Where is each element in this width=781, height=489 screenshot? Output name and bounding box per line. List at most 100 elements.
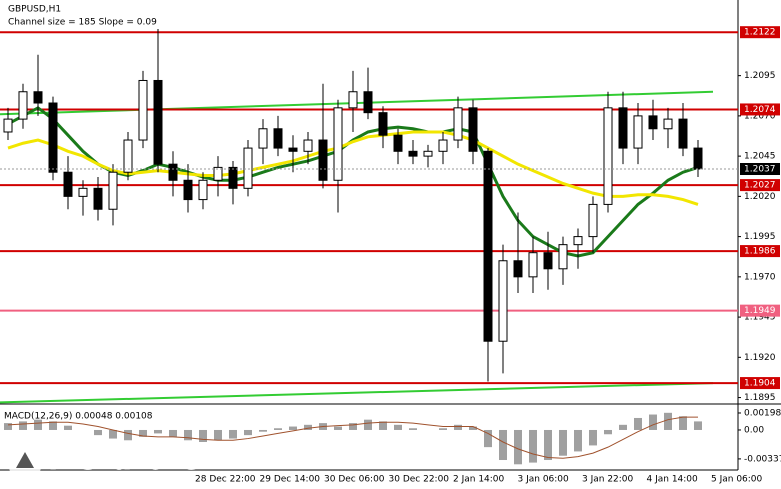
macd-bar [439, 428, 447, 430]
macd-bar [124, 429, 132, 441]
macd-bar [619, 424, 627, 430]
macd-bar [394, 424, 402, 430]
macd-bar [259, 429, 267, 432]
level-label-box [740, 179, 780, 192]
macd-bar [484, 429, 492, 448]
y-tick-label: 1.1895 [744, 393, 776, 403]
candle-body [423, 150, 433, 157]
level-label-box [740, 103, 780, 116]
macd-bar [214, 429, 222, 441]
candle-body [558, 244, 568, 270]
macd-bar [379, 421, 387, 430]
macd-bar [604, 429, 612, 435]
x-tick-label: 30 Dec 22:00 [389, 475, 450, 485]
chart-subtitle: Channel size = 185 Slope = 0.09 [8, 18, 157, 28]
macd-bar [469, 426, 477, 430]
candle-body [693, 147, 703, 170]
candle-body [63, 171, 73, 197]
plot: 1.2095 1.2070 1.2045 1.2020 1.1995 1.1970 1.19… [0, 26, 781, 485]
y-tick-label: 1.1920 [744, 353, 776, 363]
brand: instaforex [48, 443, 220, 478]
level-label: 1.2027 [744, 181, 776, 191]
candle-body [168, 163, 178, 181]
macd-bar [154, 429, 162, 434]
candle-body [138, 79, 148, 141]
moving-average [7, 130, 699, 206]
macd-bar [589, 429, 597, 446]
macd-bar [274, 428, 282, 430]
level-label-box [740, 245, 780, 258]
macd-bar [64, 425, 72, 430]
x-tick-label: 3 Jan 06:00 [518, 475, 570, 485]
candle-body [678, 118, 688, 149]
candle-body [363, 91, 373, 114]
candle-body [18, 91, 28, 120]
candle-body [588, 203, 598, 238]
macd-bar [289, 426, 297, 430]
candle-body [303, 139, 313, 152]
y-tick-label: 1.2070 [744, 111, 776, 121]
candle-body [33, 91, 43, 104]
candle-body [78, 187, 88, 197]
candle-body [3, 118, 13, 133]
y-tick-label: 1.1995 [744, 232, 776, 242]
slogan: Instant Forex Trading [50, 473, 166, 486]
macd-tick-label: 0.00198 [744, 408, 781, 418]
candle-body [543, 252, 553, 270]
macd-bar [634, 417, 642, 430]
candle-body [48, 102, 58, 173]
macd-bar [529, 429, 537, 463]
x-tick-label: 28 Dec 22:00 [195, 475, 256, 485]
channel-line [0, 382, 714, 404]
level-label: 1.1949 [744, 306, 776, 316]
candle-body [468, 107, 478, 152]
macd-bar [109, 429, 117, 439]
y-tick-label: 1.2020 [744, 192, 776, 202]
macd-bar [694, 421, 702, 430]
watermark: instaforex Instant Forex Trading [8, 443, 220, 486]
candle-body [573, 236, 583, 246]
level-label: 1.1986 [744, 247, 776, 257]
x-tick-label: 30 Dec 06:00 [324, 475, 385, 485]
candle-body [288, 147, 298, 152]
macd-bar [559, 429, 567, 456]
candle-body [228, 166, 238, 189]
macd-bar [544, 429, 552, 461]
current-price-box [740, 163, 780, 176]
macd-bar [229, 429, 237, 439]
macd-bar [34, 419, 42, 430]
level-label-box [740, 377, 780, 390]
candle-body [498, 260, 508, 342]
macd-bar [349, 423, 357, 430]
macd-tick-label: 0.00 [744, 425, 764, 435]
x-tick-label: 4 Jan 14:00 [647, 475, 699, 485]
candle-body [528, 252, 538, 278]
current-price-label: 1.2037 [744, 165, 776, 175]
macd-bar [679, 416, 687, 430]
candle-body [663, 118, 673, 130]
macd-bar [184, 429, 192, 441]
macd-bar [244, 429, 252, 436]
candle-body [198, 179, 208, 201]
macd-bar [574, 429, 582, 452]
level-label-box [740, 304, 780, 317]
macd-bar [514, 429, 522, 465]
macd-bar [649, 414, 657, 430]
candle-body [93, 187, 103, 210]
macd-bar [49, 421, 57, 430]
candle-body [348, 91, 358, 109]
candle-body [258, 128, 268, 149]
candle-body [393, 134, 403, 152]
macd-bar [334, 426, 342, 430]
candle-body [408, 150, 418, 157]
logo-mark [16, 452, 34, 468]
macd-bar [364, 419, 372, 430]
x-tick-label: 3 Jan 22:00 [582, 475, 634, 485]
candle-body [648, 115, 658, 130]
candle-body [318, 139, 328, 181]
y-tick-label: 1.1970 [744, 272, 776, 282]
candle-body [438, 139, 448, 152]
y-tick-label: 1.2045 [744, 152, 776, 162]
candle-body [108, 171, 118, 210]
candle-body [378, 112, 388, 136]
